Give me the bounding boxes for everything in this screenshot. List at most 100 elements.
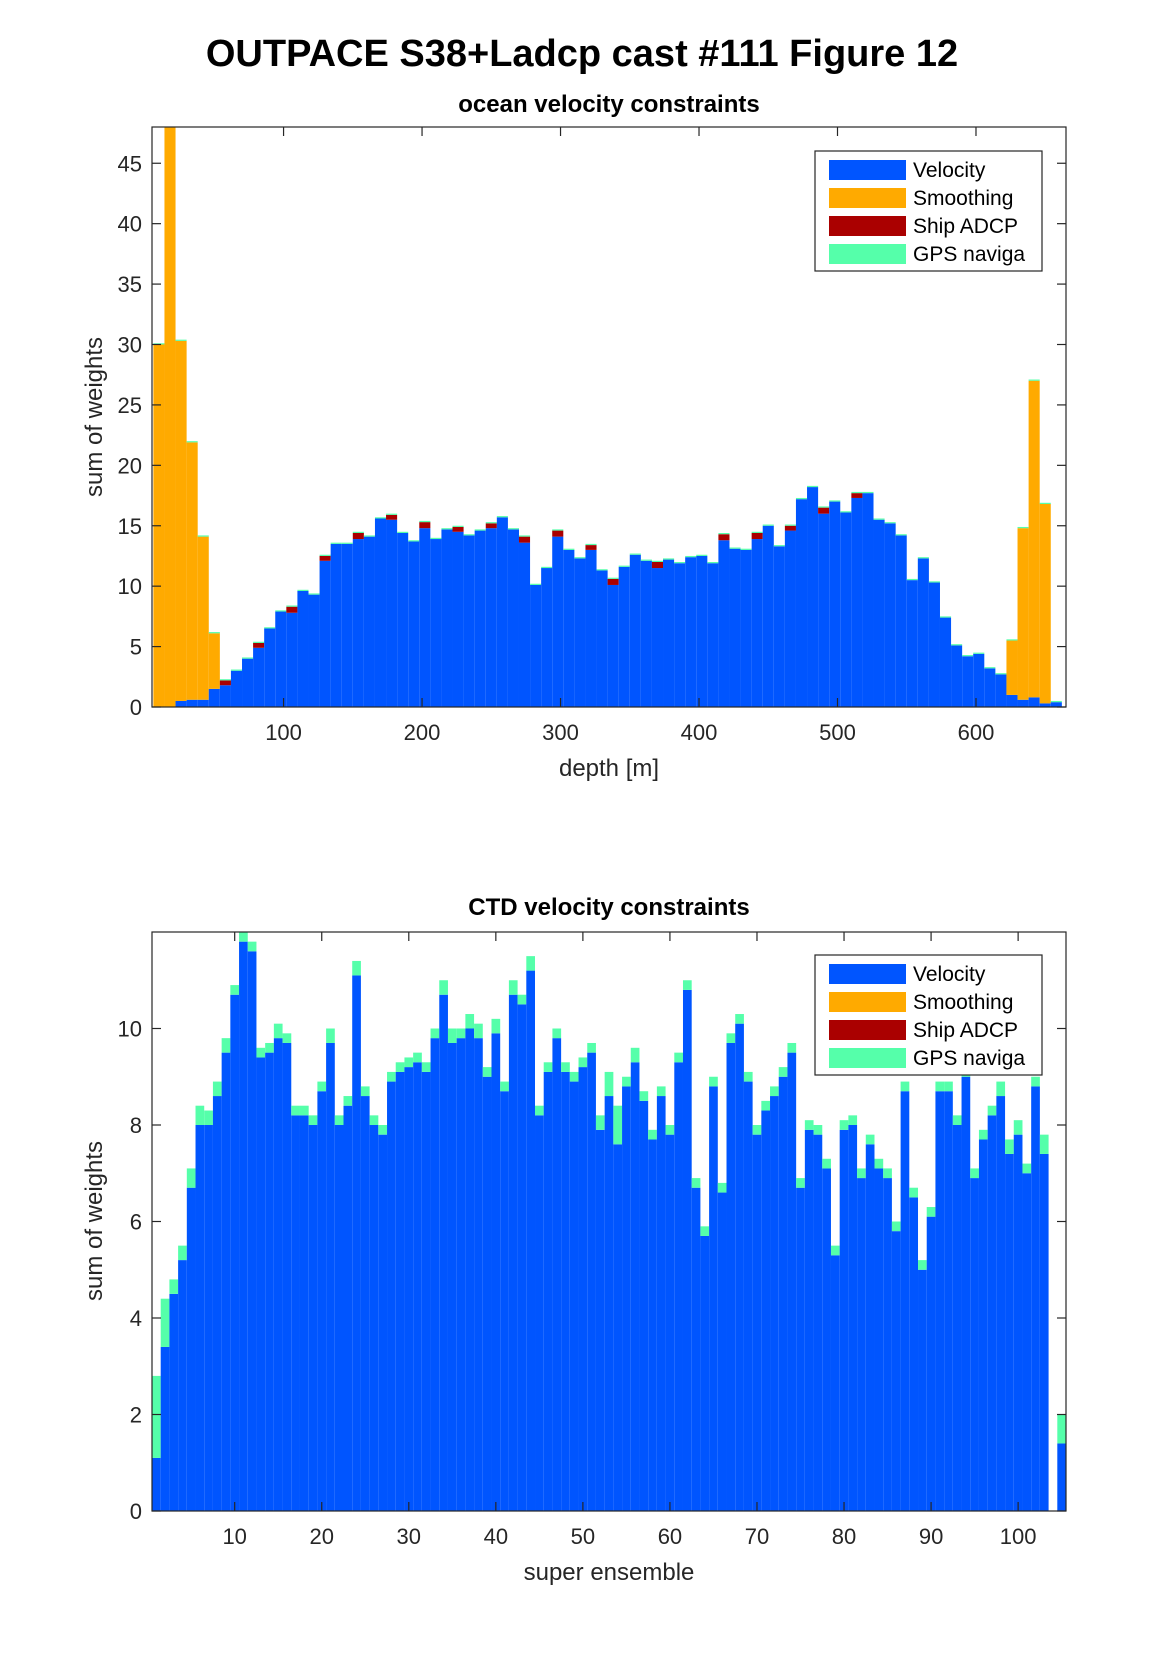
ocean-ytick-label-35: 35	[118, 272, 142, 297]
ocean-bar-ship-adcp-10	[253, 642, 265, 648]
ocean-bar-gps-naviga-36	[541, 566, 553, 569]
ctd-bar-gps-naviga-82	[857, 1168, 866, 1179]
ctd-xtick-label-80: 80	[832, 1524, 856, 1549]
ctd-bar-gps-naviga-83	[865, 1134, 875, 1145]
ocean-bar-velocity-60	[807, 487, 819, 707]
ctd-bar-gps-naviga-5	[186, 1168, 196, 1188]
ctd-bar-velocity-15	[273, 1038, 283, 1511]
ctd-bar-gps-naviga-63	[691, 1178, 701, 1188]
ctd-bar-velocity-20	[317, 1091, 327, 1511]
ctd-bar-velocity-19	[308, 1125, 318, 1511]
ocean-bar-ship-adcp-22	[386, 514, 398, 520]
ocean-bars	[153, 127, 1062, 707]
ocean-legend: Velocity Smoothing Ship ADCP GPS naviga	[814, 150, 1043, 272]
ocean-bar-gps-naviga-64	[851, 491, 863, 494]
ctd-ylabel: sum of weights	[81, 1141, 108, 1301]
ctd-bar-velocity-17	[291, 1115, 300, 1511]
ocean-bar-velocity-78	[1006, 694, 1018, 707]
ctd-bar-velocity-87	[900, 1091, 910, 1511]
ocean-bar-velocity-57	[773, 546, 785, 707]
ocean-bar-velocity-73	[951, 645, 963, 707]
ocean-panel-title: ocean velocity constraints	[458, 91, 759, 118]
ocean-bar-velocity-71	[928, 582, 940, 707]
ocean-bar-velocity-18	[341, 543, 353, 707]
ctd-bar-velocity-92	[944, 1091, 953, 1511]
ocean-bar-gps-naviga-29	[463, 534, 475, 536]
ocean-bar-ship-adcp-42	[607, 578, 619, 585]
ctd-bar-velocity-84	[874, 1168, 884, 1511]
ctd-bar-velocity-39	[482, 1076, 492, 1511]
ctd-ytick-label-0: 0	[130, 1499, 142, 1524]
ocean-bar-ship-adcp-55	[751, 533, 763, 540]
ctd-bar-gps-naviga-10	[230, 985, 240, 995]
ocean-bar-smoothing-78	[1006, 640, 1018, 695]
ocean-bar-ship-adcp-25	[419, 522, 431, 529]
ocean-bar-velocity-58	[784, 530, 796, 707]
ctd-bar-velocity-89	[918, 1269, 927, 1511]
ocean-bar-velocity-36	[541, 568, 553, 707]
ocean-ytick-label-45: 45	[118, 151, 142, 176]
ocean-legend-swatch-velocity	[829, 160, 906, 180]
ctd-bar-velocity-9	[221, 1052, 231, 1511]
ocean-bar-velocity-46	[651, 568, 664, 707]
ocean-bar-ship-adcp-46	[651, 562, 664, 569]
ctd-bar-gps-naviga-66	[717, 1182, 727, 1193]
ctd-xtick-label-60: 60	[658, 1524, 682, 1549]
ctd-bar-gps-naviga-71	[761, 1100, 771, 1111]
ocean-bar-gps-naviga-58	[784, 524, 796, 526]
ocean-bar-gps-naviga-82	[1050, 700, 1062, 703]
ocean-bar-gps-naviga-9	[242, 657, 254, 659]
ctd-bar-gps-naviga-101	[1022, 1163, 1032, 1174]
ocean-bar-velocity-63	[840, 512, 852, 707]
ctd-bar-velocity-102	[1031, 1086, 1040, 1511]
ctd-bar-gps-naviga-9	[221, 1038, 231, 1053]
ctd-bar-gps-naviga-103	[1039, 1134, 1049, 1154]
ctd-bar-gps-naviga-16	[282, 1033, 292, 1043]
ctd-bar-velocity-74	[787, 1052, 797, 1511]
ocean-xtick-label-500: 500	[819, 720, 856, 745]
ocean-bar-gps-naviga-1	[153, 343, 165, 345]
ctd-bar-gps-naviga-12	[247, 941, 257, 952]
ocean-bar-velocity-19	[352, 539, 364, 707]
ctd-bar-gps-naviga-86	[891, 1221, 901, 1232]
ctd-bar-velocity-37	[465, 1028, 475, 1511]
ocean-bar-ship-adcp-52	[718, 534, 730, 541]
ctd-bar-velocity-71	[761, 1110, 771, 1511]
ctd-bar-velocity-18	[299, 1115, 309, 1511]
ocean-bar-gps-naviga-41	[596, 569, 608, 571]
ocean-bar-velocity-55	[751, 539, 763, 707]
ctd-bar-gps-naviga-22	[334, 1115, 344, 1125]
ctd-bar-velocity-46	[543, 1071, 553, 1511]
ocean-bar-smoothing-2	[164, 127, 176, 707]
ctd-bar-gps-naviga-38	[474, 1023, 483, 1039]
ctd-bar-velocity-81	[848, 1125, 858, 1511]
ctd-bar-velocity-33	[430, 1038, 440, 1511]
ctd-bar-velocity-98	[996, 1096, 1006, 1511]
ocean-bar-gps-naviga-10	[253, 641, 265, 643]
ocean-bar-velocity-59	[795, 499, 808, 707]
ocean-bar-gps-naviga-7	[219, 679, 231, 681]
ctd-bar-gps-naviga-36	[456, 1028, 466, 1039]
ctd-bar-velocity-36	[456, 1038, 466, 1511]
ctd-bar-velocity-100	[1013, 1134, 1023, 1511]
ocean-bar-gps-naviga-32	[496, 516, 508, 518]
ocean-bar-velocity-10	[253, 647, 265, 707]
ocean-bar-velocity-23	[397, 533, 409, 707]
ocean-bar-velocity-3	[175, 700, 187, 707]
ctd-ytick-label-2: 2	[130, 1403, 142, 1428]
ctd-bar-gps-naviga-28	[387, 1071, 396, 1082]
ctd-bar-gps-naviga-29	[395, 1062, 405, 1072]
ctd-bar-gps-naviga-21	[326, 1028, 335, 1043]
ctd-bar-gps-naviga-100	[1013, 1120, 1023, 1135]
ctd-bar-velocity-97	[987, 1115, 997, 1511]
ctd-bar-gps-naviga-96	[978, 1129, 988, 1140]
ocean-bar-velocity-28	[452, 531, 464, 707]
ocean-bar-gps-naviga-55	[751, 531, 763, 533]
ctd-bar-velocity-45	[535, 1115, 544, 1511]
ctd-bar-gps-naviga-72	[770, 1086, 779, 1097]
ocean-bar-gps-naviga-6	[208, 632, 220, 634]
ctd-bar-velocity-21	[326, 1042, 335, 1511]
ocean-bar-ship-adcp-64	[851, 493, 863, 498]
ctd-bar-gps-naviga-61	[674, 1052, 683, 1063]
